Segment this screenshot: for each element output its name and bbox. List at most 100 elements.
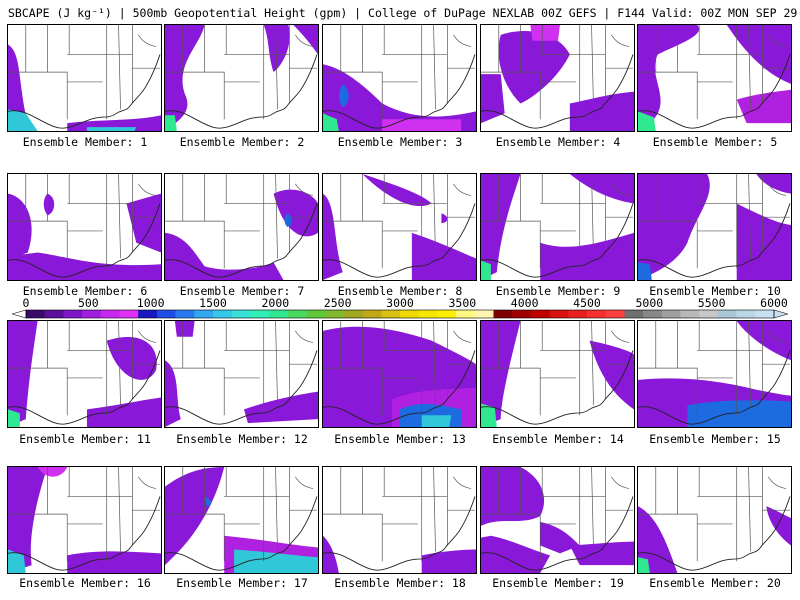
state-border bbox=[498, 367, 541, 416]
cape-region bbox=[165, 360, 181, 427]
ensemble-member-label: Ensemble Member: 12 bbox=[176, 432, 308, 446]
ensemble-member-label: Ensemble Member: 7 bbox=[179, 284, 305, 298]
state-border bbox=[138, 183, 157, 196]
cape-region bbox=[243, 391, 318, 424]
state-border bbox=[275, 25, 278, 110]
colorbar-swatch bbox=[474, 310, 494, 318]
colorbar-swatch bbox=[269, 310, 289, 318]
colorbar-tick-label: 1000 bbox=[136, 296, 165, 310]
state-border bbox=[453, 34, 472, 47]
state-border bbox=[295, 183, 314, 196]
state-border bbox=[591, 25, 594, 110]
state-border bbox=[453, 330, 472, 343]
cape-region bbox=[234, 549, 318, 573]
state-border bbox=[275, 467, 278, 552]
cape-region bbox=[8, 409, 20, 427]
coastline bbox=[165, 54, 318, 129]
ensemble-member-label: Ensemble Member: 19 bbox=[492, 576, 624, 590]
state-border bbox=[638, 321, 657, 369]
state-border bbox=[481, 25, 500, 73]
state-border bbox=[118, 321, 121, 406]
colorbar-swatch bbox=[138, 310, 158, 318]
ensemble-member-map-20 bbox=[637, 466, 792, 574]
colorbar-swatch bbox=[624, 310, 644, 318]
colorbar-swatch bbox=[680, 310, 700, 318]
state-border bbox=[655, 220, 698, 269]
cape-region bbox=[323, 193, 343, 280]
colorbar-swatch bbox=[306, 310, 326, 318]
cape-region bbox=[589, 340, 634, 410]
cape-region bbox=[736, 321, 791, 361]
cape-region bbox=[498, 30, 570, 104]
coastline bbox=[8, 350, 161, 425]
cape-region bbox=[67, 551, 161, 573]
colorbar-swatch bbox=[194, 310, 214, 318]
cape-region bbox=[43, 193, 55, 216]
colorbar-swatch bbox=[605, 310, 625, 318]
state-border bbox=[182, 220, 225, 269]
cape-region bbox=[638, 111, 656, 131]
ensemble-member-label: Ensemble Member: 4 bbox=[495, 135, 621, 149]
ensemble-member-label: Ensemble Member: 15 bbox=[649, 432, 781, 446]
ensemble-member-map-13 bbox=[322, 320, 477, 428]
colorbar-tick-label: 5500 bbox=[697, 296, 726, 310]
state-border bbox=[182, 367, 225, 416]
colorbar-swatch bbox=[156, 310, 176, 318]
state-border bbox=[748, 321, 751, 406]
state-border bbox=[323, 467, 342, 515]
colorbar-tick-label: 6000 bbox=[760, 296, 788, 310]
colorbar-tick-label: 3500 bbox=[448, 296, 477, 310]
colorbar-swatch bbox=[231, 310, 251, 318]
state-border bbox=[655, 71, 698, 120]
coastline bbox=[638, 496, 791, 571]
colorbar-swatch bbox=[456, 310, 476, 318]
cape-region bbox=[339, 83, 349, 108]
cape-region bbox=[86, 127, 137, 131]
colorbar-swatch bbox=[493, 310, 513, 318]
colorbar-swatch bbox=[418, 310, 438, 318]
state-border bbox=[591, 174, 594, 259]
colorbar-swatch bbox=[736, 310, 756, 318]
state-border bbox=[481, 174, 500, 222]
ensemble-member-map-15 bbox=[637, 320, 792, 428]
state-border bbox=[433, 467, 436, 552]
state-border bbox=[25, 513, 68, 562]
colorbar-swatch bbox=[362, 310, 382, 318]
colorbar-swatch bbox=[325, 310, 345, 318]
cape-region bbox=[86, 397, 161, 427]
state-border bbox=[498, 220, 541, 269]
cape-region bbox=[323, 113, 339, 131]
cape-region bbox=[421, 549, 476, 573]
cape-region bbox=[481, 403, 497, 427]
ensemble-member-map-12 bbox=[164, 320, 319, 428]
cape-region bbox=[736, 203, 791, 280]
ensemble-member-label: Ensemble Member: 16 bbox=[19, 576, 151, 590]
colorbar-min-arrow bbox=[12, 309, 27, 319]
state-border bbox=[655, 513, 698, 562]
colorbar-tick-label: 1500 bbox=[199, 296, 227, 310]
colorbar-swatch bbox=[63, 310, 83, 318]
cape-region bbox=[441, 213, 448, 224]
state-border bbox=[768, 476, 787, 489]
coastline bbox=[323, 203, 476, 278]
cape-region bbox=[540, 521, 580, 554]
cape-region bbox=[481, 174, 521, 280]
coastline bbox=[323, 54, 476, 129]
ensemble-member-map-14 bbox=[480, 320, 635, 428]
ensemble-member-label: Ensemble Member: 14 bbox=[492, 432, 624, 446]
state-border bbox=[323, 25, 342, 73]
cape-region bbox=[569, 91, 634, 131]
colorbar-swatch bbox=[437, 310, 457, 318]
state-border bbox=[323, 321, 342, 369]
coastline bbox=[8, 54, 161, 129]
cape-region bbox=[362, 174, 432, 207]
state-border bbox=[295, 34, 314, 47]
state-border bbox=[138, 476, 157, 489]
coastline bbox=[481, 54, 634, 129]
colorbar-swatch bbox=[175, 310, 195, 318]
state-border bbox=[655, 367, 698, 416]
cape-region bbox=[174, 321, 195, 337]
cape-region bbox=[756, 174, 791, 194]
ensemble-member-label: Ensemble Member: 8 bbox=[337, 284, 463, 298]
ensemble-member-label: Ensemble Member: 2 bbox=[179, 135, 305, 149]
